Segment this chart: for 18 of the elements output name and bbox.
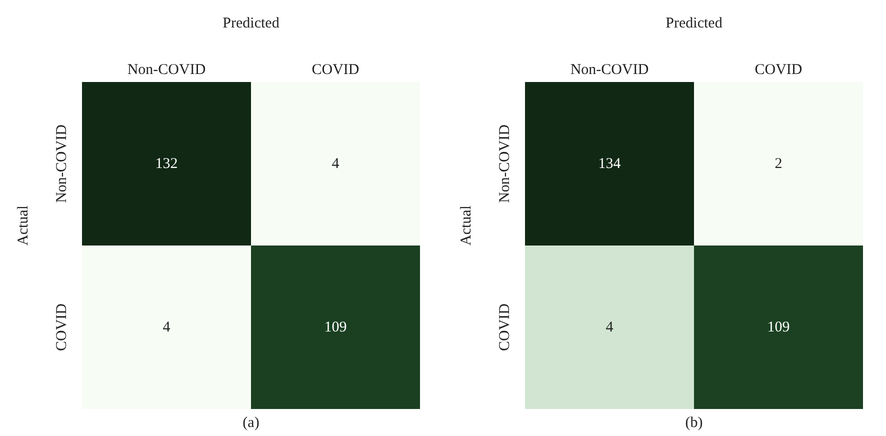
data-label: 4 — [606, 319, 614, 336]
text: (b) — [684, 414, 704, 433]
data-label: 109 — [767, 319, 790, 336]
x-tick-label: Non-COVID — [127, 62, 206, 78]
data-label: 4 — [162, 319, 171, 336]
data-label: 132 — [155, 156, 178, 172]
data-label: 134 — [598, 156, 622, 172]
data-label: 2 — [774, 156, 782, 172]
x-tick-label: COVID — [754, 62, 802, 78]
text: (a) — [242, 414, 260, 433]
x-axis-title: Predicted — [222, 16, 280, 32]
y-axis-title: Actual — [15, 206, 32, 246]
x-tick-label: Non-COVID — [570, 62, 649, 78]
y-axis-title: Actual — [458, 206, 474, 246]
x-axis-title: Predicted — [666, 16, 723, 32]
x-tick-label: COVID — [312, 62, 360, 78]
data-label: 4 — [332, 156, 340, 172]
data-label: 109 — [324, 319, 347, 336]
